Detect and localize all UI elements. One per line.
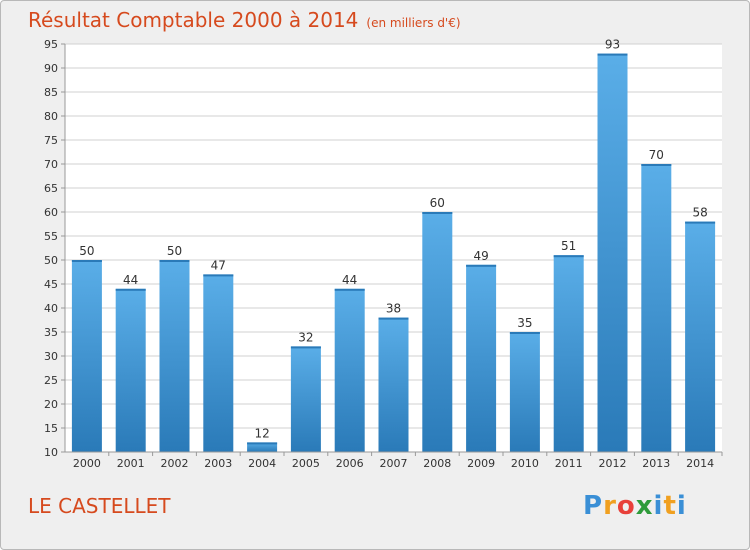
bar-top-edge: [290, 346, 321, 349]
bar-value-label-2011: 51: [561, 239, 576, 253]
bar-value-label-2002: 50: [167, 244, 182, 258]
x-tick-label-2008: 2008: [423, 457, 451, 470]
y-tick-label: 60: [44, 206, 58, 219]
y-tick-label: 80: [44, 110, 58, 123]
x-axis-labels: 2000 2001 2002 2003 2004 2005 2006 2007 2008 2009…: [73, 452, 723, 470]
bar-top-edge: [553, 255, 584, 258]
bar-top-edge: [115, 288, 146, 291]
x-tick-label-2012: 2012: [599, 457, 627, 470]
bar-2014: [685, 221, 716, 452]
x-tick-label-2001: 2001: [117, 457, 145, 470]
bar-2001: [115, 288, 146, 452]
bar-top-edge: [334, 288, 365, 291]
x-tick-label-2010: 2010: [511, 457, 539, 470]
bar-value-label-2012: 93: [605, 38, 620, 52]
chart-title-unit: (en milliers d'€): [366, 16, 461, 30]
bar-2009: [466, 264, 497, 452]
chart-title-main: Résultat Comptable 2000 à 2014: [28, 8, 359, 32]
y-tick-label: 70: [44, 158, 58, 171]
y-tick-label: 90: [44, 62, 58, 75]
bar-2007: [378, 317, 409, 452]
y-tick-label: 15: [44, 422, 58, 435]
bar-top-edge: [159, 260, 190, 262]
y-tick-label: 50: [44, 254, 58, 267]
logo-letter: o: [616, 491, 636, 521]
y-tick-label: 25: [44, 374, 58, 387]
bar-value-label-2010: 35: [517, 316, 532, 330]
x-tick-label-2007: 2007: [380, 457, 408, 470]
y-tick-label: 85: [44, 86, 58, 99]
y-tick-label: 65: [44, 182, 58, 195]
bars: 50 44 50 47 12 32 44 38 60 49 35 51 93 70 58: [71, 38, 716, 452]
bar-value-label-2005: 32: [298, 330, 313, 344]
bar-2011: [553, 255, 584, 452]
bar-value-label-2013: 70: [649, 148, 664, 162]
bar-top-edge: [641, 164, 672, 166]
bar-top-edge: [71, 260, 102, 262]
bar-value-label-2009: 49: [473, 249, 488, 263]
y-axis-labels: 10 15 20 25 30 35 40 45 50 55 60 65 70 75 80 85 90 95: [44, 38, 58, 459]
bar-top-edge: [422, 212, 453, 214]
x-tick-label-2000: 2000: [73, 457, 101, 470]
bar-top-edge: [509, 332, 540, 334]
bar-2004: [247, 442, 278, 452]
bar-value-label-2004: 12: [254, 426, 269, 440]
proxiti-logo: Proxiti: [583, 491, 687, 521]
y-tick-label: 30: [44, 350, 58, 363]
bar-2013: [641, 164, 672, 452]
x-tick-label-2006: 2006: [336, 457, 364, 470]
x-tick-label-2004: 2004: [248, 457, 276, 470]
bar-value-label-2003: 47: [211, 258, 226, 272]
bar-value-label-2006: 44: [342, 273, 357, 287]
bar-2002: [159, 260, 190, 452]
y-tick-label: 55: [44, 230, 58, 243]
bar-top-edge: [685, 221, 716, 224]
bar-top-edge: [597, 53, 628, 56]
logo-letter: t: [663, 491, 677, 521]
x-tick-label-2005: 2005: [292, 457, 320, 470]
bar-2006: [334, 288, 365, 452]
bar-top-edge: [203, 274, 234, 277]
x-tick-label-2002: 2002: [161, 457, 189, 470]
logo-letter: r: [603, 491, 617, 521]
y-tick-label: 45: [44, 278, 58, 291]
y-tick-label: 75: [44, 134, 58, 147]
bar-value-label-2008: 60: [430, 196, 445, 210]
bar-2008: [422, 212, 453, 452]
x-tick-label-2014: 2014: [686, 457, 714, 470]
x-tick-label-2003: 2003: [204, 457, 232, 470]
bar-2012: [597, 53, 628, 452]
bar-2000: [71, 260, 102, 452]
bar-value-label-2014: 58: [692, 206, 707, 220]
logo-letter: P: [583, 491, 604, 521]
x-tick-label-2011: 2011: [555, 457, 583, 470]
bar-top-edge: [466, 264, 497, 267]
y-tick-label: 95: [44, 38, 58, 51]
y-tick-label: 20: [44, 398, 58, 411]
y-tick-label: 10: [44, 446, 58, 459]
bar-value-label-2007: 38: [386, 302, 401, 316]
commune-name: LE CASTELLET: [28, 494, 171, 518]
chart-title: Résultat Comptable 2000 à 2014 (en millie…: [28, 8, 461, 32]
bar-2010: [509, 332, 540, 452]
y-tick-label: 40: [44, 302, 58, 315]
bar-2005: [290, 346, 321, 452]
x-tick-label-2009: 2009: [467, 457, 495, 470]
logo-letter: i: [676, 491, 687, 521]
bar-2003: [203, 274, 234, 452]
y-tick-label: 35: [44, 326, 58, 339]
bar-top-edge: [247, 442, 278, 445]
bar-top-edge: [378, 317, 409, 320]
bar-value-label-2000: 50: [79, 244, 94, 258]
x-tick-label-2013: 2013: [642, 457, 670, 470]
logo-letter: x: [635, 491, 654, 521]
bar-value-label-2001: 44: [123, 273, 138, 287]
logo-letter: i: [653, 491, 664, 521]
